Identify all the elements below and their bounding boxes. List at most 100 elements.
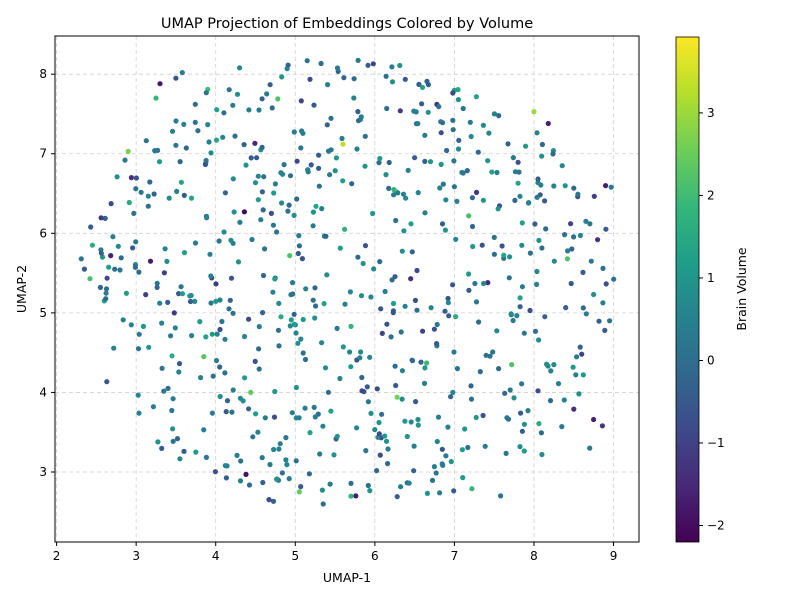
data-point (494, 328, 500, 334)
data-point (503, 450, 509, 456)
data-point (591, 291, 597, 298)
data-point (583, 311, 589, 317)
data-point (122, 157, 128, 163)
data-point (298, 336, 304, 342)
data-point (599, 423, 606, 429)
data-point (475, 149, 481, 155)
data-point (570, 364, 576, 370)
data-point (359, 374, 365, 381)
data-point (214, 331, 220, 337)
data-point (296, 243, 302, 249)
data-point (231, 209, 237, 215)
data-point (362, 243, 369, 249)
data-point (400, 191, 407, 197)
data-point (155, 439, 161, 445)
data-point (382, 433, 388, 439)
data-point (559, 424, 565, 430)
data-point (485, 280, 491, 286)
data-point (564, 256, 571, 262)
data-point (508, 311, 514, 317)
data-point (195, 128, 201, 134)
data-point (507, 254, 513, 260)
data-point (468, 396, 475, 402)
data-point (412, 155, 418, 161)
data-point (386, 185, 392, 191)
data-point (455, 146, 462, 152)
data-point (259, 189, 265, 195)
data-point (98, 250, 104, 256)
data-point (354, 425, 360, 431)
data-point (571, 406, 577, 412)
data-point (462, 426, 468, 432)
data-point (602, 327, 608, 333)
data-point (234, 91, 241, 97)
data-point (534, 281, 540, 287)
data-point (355, 109, 361, 115)
data-point (406, 480, 412, 486)
data-point (469, 195, 475, 201)
data-point (140, 323, 146, 329)
data-point (516, 169, 522, 175)
data-point (534, 194, 540, 200)
y-tick-label: 4 (39, 385, 47, 399)
data-point (348, 480, 354, 486)
data-point (302, 405, 308, 411)
data-point (568, 221, 574, 227)
data-point (480, 197, 486, 203)
data-point (289, 280, 296, 286)
data-point (321, 301, 327, 307)
data-point (138, 189, 144, 195)
data-point (214, 107, 220, 113)
data-point (491, 234, 497, 240)
data-point (283, 435, 289, 441)
data-point (374, 386, 380, 392)
data-point (517, 304, 523, 310)
data-point (360, 260, 366, 267)
data-point (322, 365, 329, 371)
data-point (450, 127, 456, 133)
colorbar-label: Brain Volume (734, 247, 749, 331)
data-point (600, 265, 606, 271)
data-point (99, 254, 106, 260)
data-point (495, 206, 501, 212)
data-point (491, 251, 497, 257)
data-point (464, 168, 470, 174)
data-point (339, 135, 345, 142)
data-point (324, 122, 330, 128)
data-point (178, 179, 184, 185)
data-point (431, 326, 437, 332)
data-point (276, 300, 282, 306)
data-point (230, 310, 236, 316)
data-point (418, 359, 424, 365)
chart-title: UMAP Projection of Embeddings Colored by… (161, 16, 533, 32)
data-point (283, 457, 289, 463)
data-point (255, 197, 261, 203)
data-point (267, 461, 273, 468)
data-point (583, 218, 589, 224)
data-point (234, 452, 240, 458)
data-point (334, 433, 340, 439)
data-point (422, 132, 428, 138)
data-point (467, 119, 473, 125)
data-point (445, 300, 451, 306)
data-point (271, 190, 277, 196)
data-point (377, 259, 383, 265)
data-point (519, 381, 525, 387)
data-point (422, 158, 428, 164)
data-point (159, 320, 165, 326)
data-point (143, 138, 149, 144)
data-point (569, 246, 575, 252)
data-point (427, 159, 434, 165)
data-point (544, 361, 550, 367)
data-point (285, 208, 291, 214)
data-point (204, 215, 210, 221)
data-points (78, 57, 617, 507)
data-point (382, 288, 388, 295)
data-point (259, 144, 265, 150)
data-point (499, 243, 505, 249)
data-point (260, 310, 266, 316)
data-point (201, 427, 207, 433)
data-point (575, 191, 581, 197)
data-point (393, 217, 399, 224)
data-point (580, 305, 586, 311)
